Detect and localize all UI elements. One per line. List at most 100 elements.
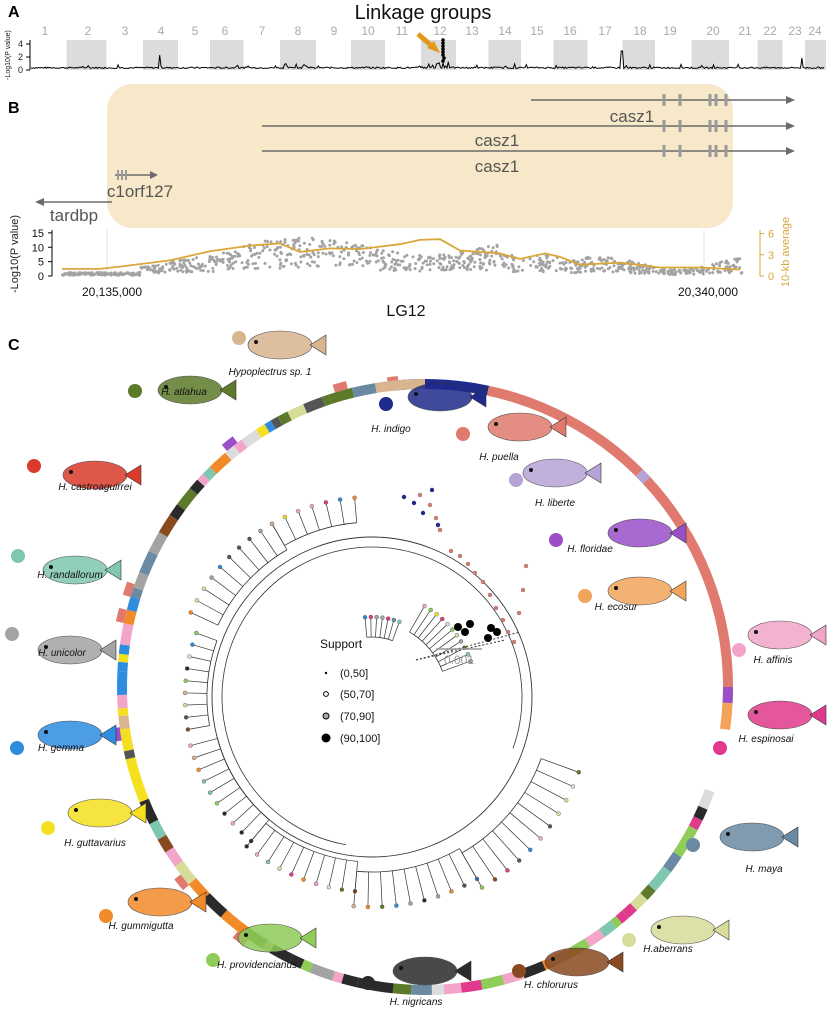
fish-tail-icon: [669, 580, 687, 602]
snp-point: [280, 252, 284, 255]
snp-point: [119, 271, 123, 275]
snp-point: [561, 261, 565, 265]
species-label: H. maya: [745, 864, 783, 875]
ring-segment: [255, 424, 270, 438]
fish-tail-icon: [104, 559, 122, 581]
fish-icon: [67, 798, 133, 828]
fish-eye-icon: [134, 897, 138, 901]
snp-point: [684, 271, 688, 275]
snp-point: [338, 263, 342, 267]
tip-node-puella: [520, 587, 526, 593]
snp-point: [482, 262, 485, 266]
species-label: H. providencianus: [217, 960, 297, 971]
snp-point: [253, 267, 257, 270]
species-label: H. nigricans: [390, 997, 443, 1008]
panel-label-c: C: [8, 337, 20, 354]
snp-point: [81, 272, 85, 276]
lg-band: [243, 40, 280, 70]
snp-point: [441, 256, 445, 260]
snp-point: [328, 251, 331, 255]
snp-point: [134, 273, 138, 276]
lg-number: 16: [563, 24, 577, 38]
tip-node: [391, 617, 397, 623]
snp-point: [320, 241, 324, 245]
ring-segment: [431, 984, 445, 995]
snp-point: [179, 268, 183, 272]
fish-icon: [747, 620, 813, 650]
ring-segment: [264, 420, 276, 433]
tip-node: [352, 495, 357, 500]
snp-point: [486, 245, 490, 249]
lg-band: [729, 40, 758, 70]
snp-point: [635, 267, 638, 271]
lg-number: 9: [331, 24, 338, 38]
snp-point: [361, 264, 365, 268]
phylogenetic-tree: [182, 487, 581, 910]
snp-point: [411, 255, 415, 259]
snp-point: [158, 267, 162, 271]
snp-point: [427, 256, 430, 260]
snp-point: [708, 271, 712, 275]
snp-point: [266, 240, 270, 243]
snp-point: [355, 261, 359, 265]
tip-node: [339, 887, 345, 892]
snp-point: [465, 266, 469, 270]
species-marker: [128, 384, 142, 398]
snp-point: [215, 255, 218, 259]
right-y-tick-label: 3: [768, 250, 774, 262]
snp-point: [351, 262, 354, 266]
snp-point: [431, 257, 435, 261]
fish-icon: [607, 576, 673, 606]
snp-point: [84, 272, 88, 276]
lg12-peak-points: [441, 38, 446, 63]
snp-point: [302, 241, 306, 245]
tip-node: [191, 755, 197, 761]
species-marker: [206, 953, 220, 967]
tip-node: [194, 598, 200, 603]
lg-number: 3: [122, 24, 129, 38]
snp-point: [358, 257, 362, 261]
snp-point: [442, 268, 446, 272]
snp-point: [229, 263, 233, 267]
fish-eye-icon: [164, 385, 168, 389]
snp-point: [339, 250, 343, 254]
tip-node: [435, 894, 441, 899]
gene-label-tardbp: tardbp: [50, 206, 98, 225]
tip-node: [254, 852, 260, 857]
snp-point: [249, 249, 253, 253]
peak-point: [441, 59, 445, 63]
snp-point: [242, 266, 246, 270]
snp-point: [647, 271, 651, 275]
ring-segment: [663, 851, 682, 873]
snp-point: [396, 258, 400, 262]
snp-point: [185, 270, 189, 274]
lg-number: 15: [530, 24, 544, 38]
snp-point: [450, 267, 454, 271]
snp-point: [602, 258, 606, 261]
snp-point: [236, 252, 239, 255]
snp-point: [347, 253, 350, 257]
snp-point: [207, 260, 211, 264]
tip-node: [538, 836, 543, 841]
ring-segment: [648, 866, 672, 892]
gene-label-casz1-3: casz1: [475, 157, 519, 176]
snp-point: [485, 254, 489, 258]
lg-number: 7: [259, 24, 266, 38]
lg-number: 20: [706, 24, 720, 38]
snp-point: [590, 268, 594, 272]
snp-point: [558, 261, 562, 265]
fish-eye-icon: [529, 468, 533, 472]
snp-point: [233, 254, 237, 258]
snp-point: [163, 270, 167, 274]
snp-point: [725, 265, 729, 269]
snp-point: [246, 259, 250, 263]
snp-point: [447, 254, 451, 258]
ring-segment: [392, 983, 412, 995]
snp-point: [583, 265, 587, 269]
snp-point: [499, 254, 503, 258]
support-node: [484, 634, 492, 642]
snp-point: [161, 266, 165, 270]
species-label: H. guttavarius: [64, 838, 126, 849]
species-marker: [622, 933, 636, 947]
snp-point: [408, 268, 412, 272]
